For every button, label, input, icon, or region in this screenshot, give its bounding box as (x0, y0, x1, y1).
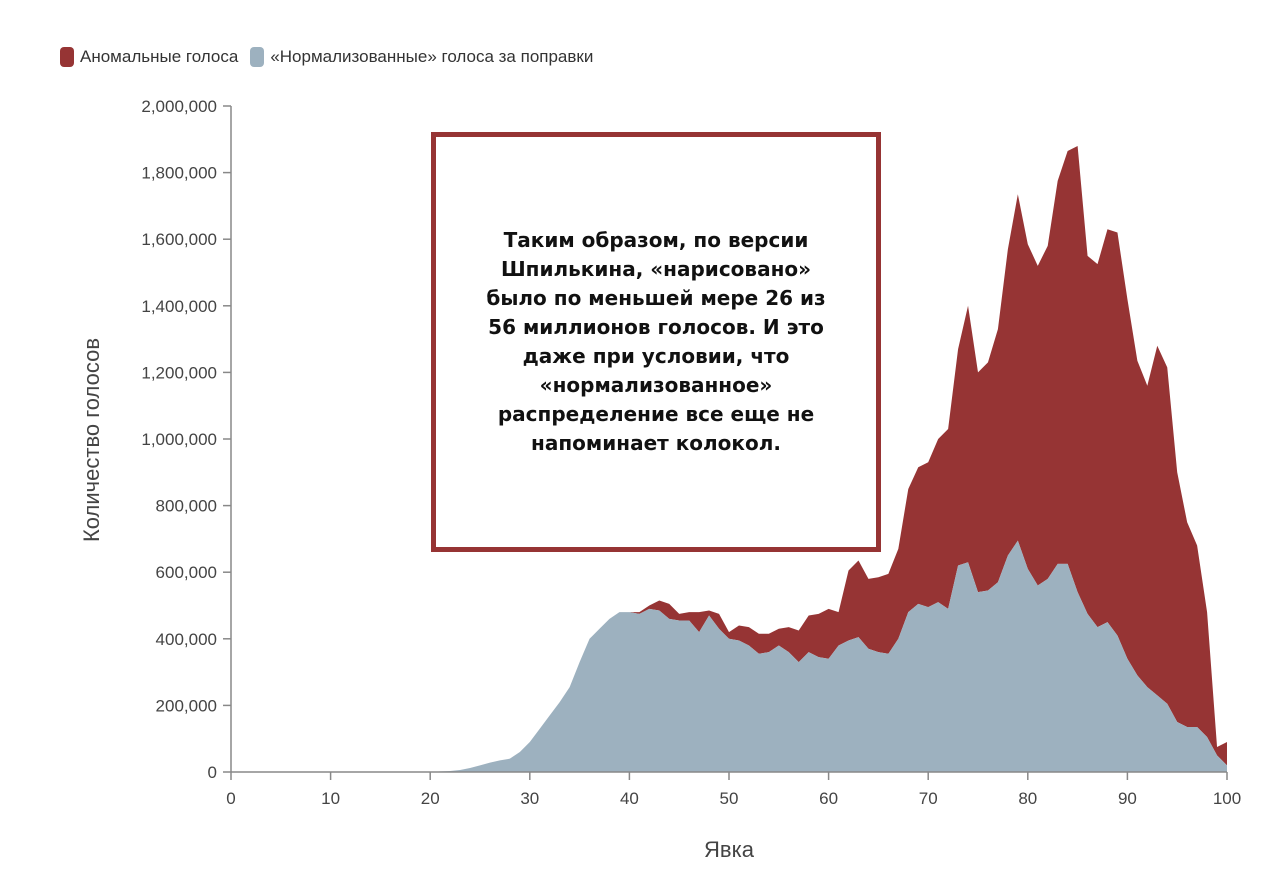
y-tick-label: 1,200,000 (141, 363, 217, 382)
y-tick-label: 400,000 (156, 630, 217, 649)
legend: Аномальные голоса «Нормализованные» голо… (60, 47, 597, 67)
y-tick-label: 800,000 (156, 497, 217, 516)
x-tick-label: 20 (421, 789, 440, 808)
legend-swatch-normalized (250, 47, 265, 67)
chart-axes: 0 200,000 400,000 600,000 800,000 1,000,000 1,… (141, 97, 1241, 808)
legend-item-normalized: «Нормализованные» голоса за поправки (250, 47, 593, 67)
y-tick-label: 1,600,000 (141, 230, 217, 249)
y-tick-label: 2,000,000 (141, 97, 217, 116)
x-tick-label: 90 (1118, 789, 1137, 808)
x-tick-label: 100 (1213, 789, 1241, 808)
annotation-box: Таким образом, по версии Шпилькина, «нар… (431, 132, 881, 552)
y-tick-label: 0 (208, 763, 217, 782)
y-tick-label: 1,400,000 (141, 297, 217, 316)
x-tick-label: 70 (919, 789, 938, 808)
y-tick-label: 200,000 (156, 696, 217, 715)
annotation-text: Таким образом, по версии Шпилькина, «нар… (486, 228, 826, 455)
legend-item-anomalous: Аномальные голоса (60, 47, 238, 67)
legend-swatch-anomalous (60, 47, 74, 67)
y-axis-title: Количество голосов (79, 338, 104, 542)
chart-areas (231, 145, 1227, 772)
series-area-normalized (231, 540, 1227, 772)
x-tick-label: 50 (720, 789, 739, 808)
y-tick-label: 1,800,000 (141, 164, 217, 183)
x-tick-label: 80 (1018, 789, 1037, 808)
legend-label-normalized: «Нормализованные» голоса за поправки (270, 47, 594, 66)
y-tick-label: 1,000,000 (141, 430, 217, 449)
x-tick-label: 40 (620, 789, 639, 808)
x-axis-title: Явка (704, 837, 755, 862)
x-tick-label: 10 (321, 789, 340, 808)
legend-label-anomalous: Аномальные голоса (80, 47, 239, 66)
series-area-anomalous (231, 145, 1227, 772)
x-tick-label: 30 (520, 789, 539, 808)
x-tick-label: 0 (226, 789, 235, 808)
y-tick-label: 600,000 (156, 563, 217, 582)
x-tick-label: 60 (819, 789, 838, 808)
